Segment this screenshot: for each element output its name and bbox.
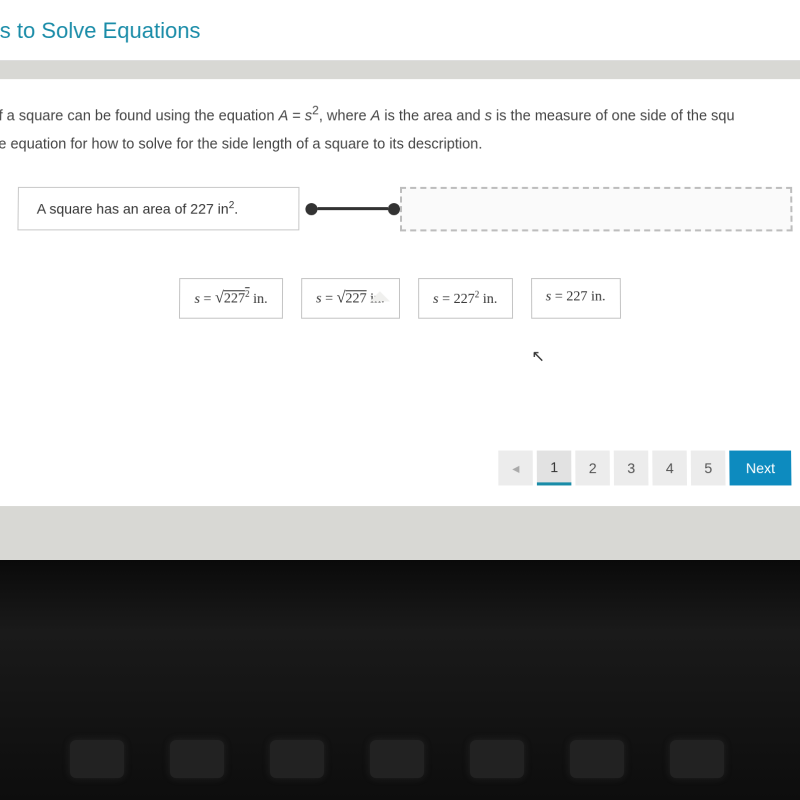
dropzone-arrow-icon [370, 291, 390, 301]
connector-dot-right [388, 203, 400, 215]
page-4-button[interactable]: 4 [652, 451, 687, 486]
connector-dot-left [305, 203, 317, 215]
page-3-button[interactable]: 3 [614, 451, 649, 486]
content-panel: f a square can be found using the equati… [0, 79, 800, 506]
choice-1[interactable]: s = √2272 in. [179, 278, 283, 319]
prev-button[interactable]: ◂ [498, 451, 533, 486]
match-row: A square has an area of 227 in2. [0, 187, 800, 232]
cursor-icon: ↖ [531, 346, 545, 366]
choices-row: s = √2272 in. s = √227 in. s = 2272 in. … [0, 278, 800, 319]
choice-4[interactable]: s = 227 in. [531, 278, 621, 319]
page-2-button[interactable]: 2 [575, 451, 610, 486]
keyboard-blur [70, 740, 724, 778]
instruction-line-2: e equation for how to solve for the side… [0, 134, 800, 157]
choice-3[interactable]: s = 2272 in. [418, 278, 513, 319]
header-bar: ts to Solve Equations [0, 0, 800, 61]
connector-line [317, 207, 387, 210]
pagination: ◂ 1 2 3 4 5 Next [498, 451, 791, 486]
connector [305, 203, 400, 215]
instruction-line-1: f a square can be found using the equati… [0, 101, 800, 127]
next-button[interactable]: Next [729, 451, 791, 486]
page-1-button[interactable]: 1 [537, 451, 572, 486]
answer-dropzone[interactable] [400, 187, 793, 232]
page-5-button[interactable]: 5 [691, 451, 726, 486]
match-prompt-box: A square has an area of 227 in2. [17, 187, 299, 230]
laptop-bezel [0, 560, 800, 800]
page-title: ts to Solve Equations [0, 18, 800, 44]
